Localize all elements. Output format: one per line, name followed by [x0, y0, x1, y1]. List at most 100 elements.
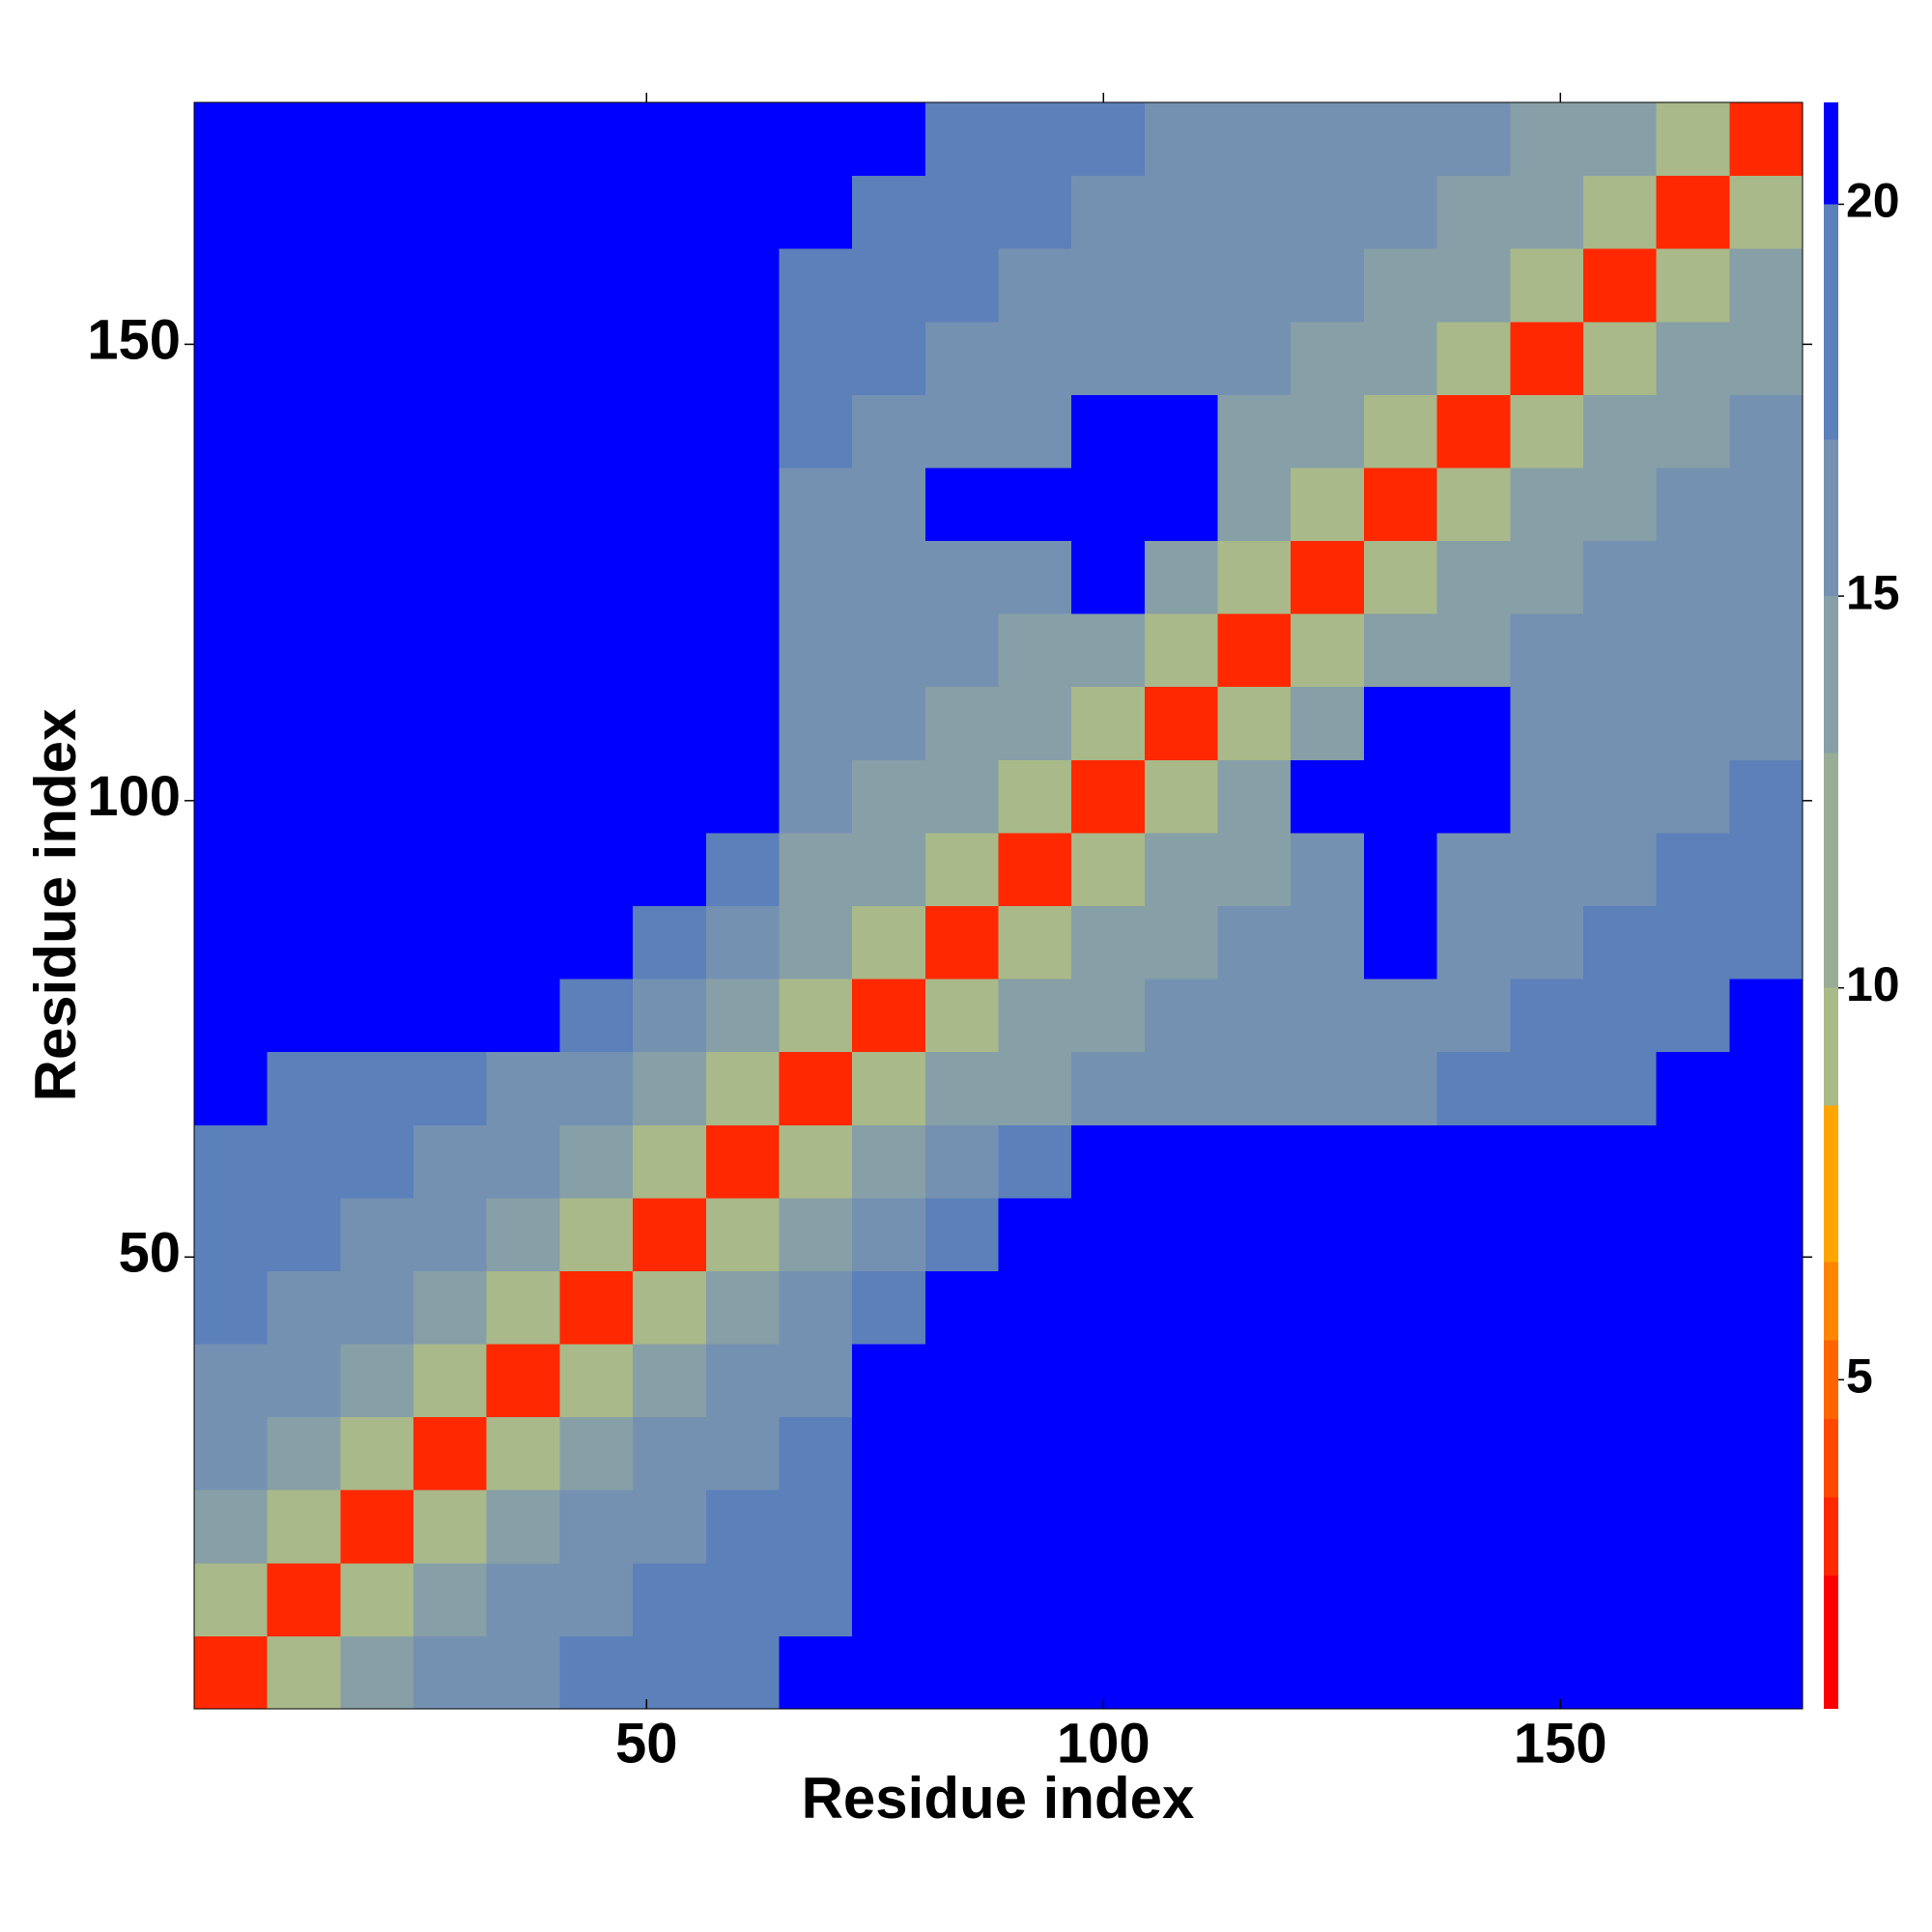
heatmap-cell [1291, 1197, 1365, 1271]
heatmap-cell [1291, 1124, 1365, 1199]
heatmap-cell [1291, 321, 1365, 395]
heatmap-cell [998, 979, 1072, 1053]
heatmap-cell [194, 394, 269, 469]
heatmap-cell [413, 1635, 488, 1710]
heatmap-cell [633, 467, 707, 542]
heatmap-cell [1144, 175, 1219, 249]
heatmap-cell [559, 979, 634, 1053]
heatmap-cell [852, 1270, 926, 1345]
heatmap-cell [1071, 1270, 1146, 1345]
heatmap-cell [924, 175, 999, 249]
heatmap-cell [413, 686, 488, 760]
heatmap-cell [413, 1562, 488, 1636]
heatmap-cell [1363, 1490, 1438, 1564]
colorbar-segment [1824, 1496, 1838, 1577]
heatmap-cell [1363, 321, 1438, 395]
heatmap-cell [1510, 102, 1584, 177]
heatmap-cell [267, 1635, 341, 1710]
heatmap-cell [1363, 759, 1438, 834]
heatmap-cell [1291, 832, 1365, 906]
heatmap-cell [340, 175, 414, 249]
heatmap-cell [779, 979, 853, 1053]
heatmap-cell [1291, 102, 1365, 177]
heatmap-cell [998, 175, 1072, 249]
heatmap-cell [1363, 175, 1438, 249]
heatmap-cell [1729, 102, 1804, 177]
heatmap-cell [413, 759, 488, 834]
heatmap-cell [1144, 832, 1219, 906]
heatmap-cell [1217, 1197, 1292, 1271]
heatmap-cell [1729, 175, 1804, 249]
heatmap-cell [1656, 905, 1730, 980]
heatmap-cell [1436, 686, 1511, 760]
heatmap-cell [1071, 1416, 1146, 1491]
heatmap-cell [1363, 1562, 1438, 1636]
heatmap-cell [1582, 1270, 1658, 1345]
heatmap-cell [194, 979, 269, 1053]
heatmap-cell [1656, 394, 1730, 469]
heatmap-cell [486, 467, 560, 542]
heatmap-cell [1656, 1051, 1730, 1125]
heatmap-cell [340, 905, 414, 980]
heatmap-cell [852, 1490, 926, 1564]
heatmap-cell [486, 686, 560, 760]
heatmap [194, 102, 1804, 1710]
heatmap-cell [1436, 1416, 1511, 1491]
heatmap-cell [852, 979, 926, 1053]
heatmap-cell [633, 540, 707, 614]
heatmap-cell [267, 759, 341, 834]
heatmap-cell [924, 248, 999, 323]
heatmap-cell [852, 540, 926, 614]
heatmap-cell [998, 1197, 1072, 1271]
heatmap-cell [924, 832, 999, 906]
heatmap-cell [267, 1124, 341, 1199]
heatmap-cell [1144, 1270, 1219, 1345]
axes: 50 100 150 50 100 150 5 10 15 20 [87, 93, 1900, 1775]
heatmap-cell [1656, 832, 1730, 906]
heatmap-cell [194, 1562, 269, 1636]
heatmap-cell [267, 102, 341, 177]
heatmap-cell [413, 832, 488, 906]
heatmap-cell [1436, 102, 1511, 177]
heatmap-cell [1071, 467, 1146, 542]
heatmap-cell [486, 1490, 560, 1564]
heatmap-cell [1729, 1270, 1804, 1345]
heatmap-cell [852, 905, 926, 980]
heatmap-cell [705, 540, 780, 614]
heatmap-cell [1071, 1490, 1146, 1564]
heatmap-cell [267, 1197, 341, 1271]
heatmap-cell [1510, 905, 1584, 980]
heatmap-cell [1656, 1197, 1730, 1271]
heatmap-cell [1071, 905, 1146, 980]
heatmap-cell [1071, 613, 1146, 688]
heatmap-cell [1729, 1562, 1804, 1636]
heatmap-cell [1656, 1635, 1730, 1710]
heatmap-cell [705, 102, 780, 177]
heatmap-cell [998, 759, 1072, 834]
heatmap-cell [1656, 467, 1730, 542]
y-tick-label: 150 [87, 309, 181, 372]
heatmap-cell [924, 1270, 999, 1345]
heatmap-cell [559, 1124, 634, 1199]
heatmap-cell [852, 175, 926, 249]
heatmap-cell [1217, 1490, 1292, 1564]
heatmap-cell [1291, 1635, 1365, 1710]
heatmap-cell [1582, 467, 1658, 542]
heatmap-cell [998, 102, 1072, 177]
heatmap-cell [1436, 1051, 1511, 1125]
heatmap-cell [633, 686, 707, 760]
heatmap-cell [779, 467, 853, 542]
heatmap-cell [1144, 1344, 1219, 1418]
heatmap-cell [924, 1344, 999, 1418]
heatmap-cell [1729, 467, 1804, 542]
heatmap-cell [267, 1270, 341, 1345]
heatmap-cell [486, 1344, 560, 1418]
heatmap-cell [1217, 686, 1292, 760]
heatmap-cell [1729, 979, 1804, 1053]
heatmap-cell [1071, 248, 1146, 323]
heatmap-cell [267, 1416, 341, 1491]
heatmap-cell [779, 1270, 853, 1345]
heatmap-cell [486, 905, 560, 980]
heatmap-cell [1363, 1635, 1438, 1710]
heatmap-cell [1217, 1416, 1292, 1491]
